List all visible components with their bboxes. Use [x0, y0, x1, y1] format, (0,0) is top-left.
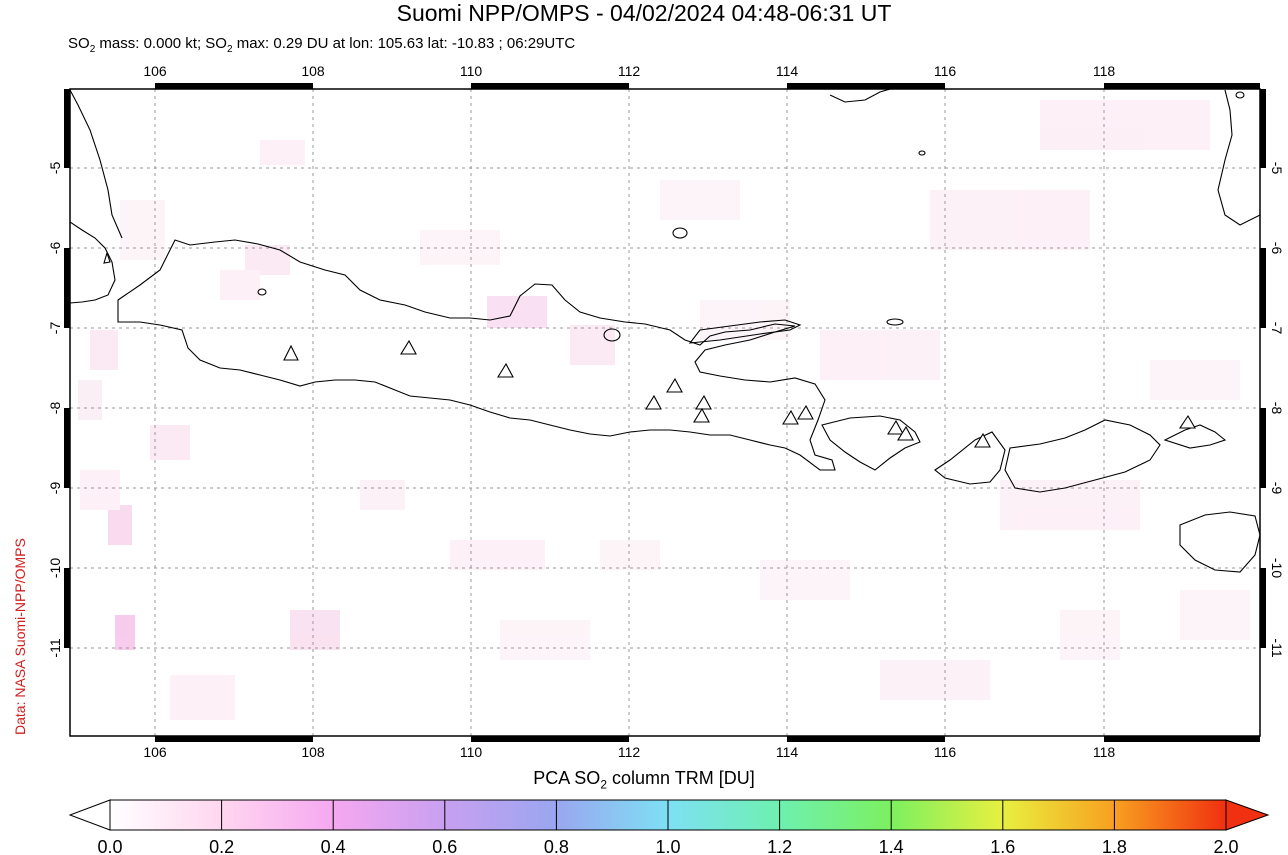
volcano-icon	[887, 419, 904, 435]
volcano-icon	[103, 251, 111, 264]
colorbar-tick-label: 1.2	[767, 837, 792, 855]
subtitle-so-prefix: SO	[68, 35, 90, 52]
lat-tick-label: -6	[47, 242, 63, 255]
colorbar-tick-label: 1.6	[990, 837, 1015, 855]
colorbar-tick-label: 1.0	[655, 837, 680, 855]
volcano-icon	[695, 394, 712, 410]
colorbar-tick-label: 0.0	[97, 837, 122, 855]
lon-tick-label: 106	[143, 744, 167, 760]
colorbar-title-prefix: PCA SO	[533, 768, 601, 788]
lat-tick-label: -10	[1269, 558, 1285, 578]
map-title: Suomi NPP/OMPS - 04/02/2024 04:48-06:31 …	[396, 0, 892, 26]
lat-tick-label: -6	[1269, 242, 1285, 255]
colorbar-tick-label: 1.4	[879, 837, 904, 855]
lon-tick-label: 118	[1093, 744, 1116, 760]
lon-tick-label: 114	[776, 744, 799, 760]
colorbar-tick-label: 0.6	[432, 837, 457, 855]
lon-ticks-bottom: 106 108 110 112 114 116 118	[143, 744, 1115, 760]
lon-ticks-top: 106 108 110 112 114 116 118	[143, 63, 1115, 79]
lon-tick-label: 106	[143, 63, 167, 79]
so2-pixels	[78, 100, 1250, 720]
lat-tick-label: -7	[47, 322, 63, 335]
lon-tick-label: 110	[460, 744, 483, 760]
lon-tick-label: 116	[934, 744, 957, 760]
colorbar-tick-label: 2.0	[1213, 837, 1238, 855]
subtitle-sub: 2	[89, 44, 96, 55]
lat-tick-label: -5	[1269, 162, 1285, 175]
lat-tick-label: -10	[47, 558, 63, 578]
volcano-icon	[974, 432, 991, 448]
lon-tick-label: 108	[301, 744, 325, 760]
volcano-icon	[797, 404, 814, 420]
colorbar-title-suffix: column TRM [DU]	[607, 768, 755, 788]
lat-tick-label: -11	[1269, 638, 1285, 657]
lat-tick-label: -8	[1269, 402, 1285, 415]
lat-ticks-right: -5 -6 -7 -8 -9 -10 -11	[1269, 162, 1285, 658]
map-frame-bars	[64, 83, 1266, 742]
lon-tick-label: 114	[776, 63, 799, 79]
volcano-icon	[1178, 414, 1196, 429]
lon-tick-label: 116	[934, 63, 957, 79]
lon-tick-label: 112	[618, 744, 641, 760]
volcano-icon	[645, 394, 662, 410]
colorbar-title: PCA SO2 column TRM [DU]	[0, 768, 1288, 792]
volcano-icon	[782, 409, 799, 425]
colorbar-max-arrow	[1225, 799, 1270, 831]
lon-tick-label: 112	[618, 63, 641, 79]
lat-ticks-left: -5 -6 -7 -8 -9 -10 -11	[47, 162, 63, 658]
volcano-icon	[666, 377, 683, 393]
colorbar-tick-label: 1.8	[1102, 837, 1127, 855]
volcano-icon	[897, 425, 914, 441]
lat-tick-label: -9	[47, 482, 63, 495]
lon-tick-label: 108	[301, 63, 325, 79]
volcano-icon	[497, 362, 514, 378]
lon-tick-label: 118	[1093, 63, 1116, 79]
colorbar-min-arrow	[68, 799, 111, 831]
lat-tick-label: -11	[47, 638, 63, 657]
lat-tick-label: -7	[1269, 322, 1285, 335]
colorbar-title-sub: 2	[600, 777, 607, 792]
colorbar-tick-labels: 0.0 0.2 0.4 0.6 0.8 1.0 1.2 1.4 1.6 1.8 …	[97, 837, 1238, 855]
map-subtitle: SO2 mass: 0.000 kt; SO2 max: 0.29 DU at …	[68, 35, 575, 59]
colorbar-tickmarks	[221, 800, 1115, 830]
volcano-icon	[693, 407, 710, 423]
volcano-icon	[283, 344, 299, 361]
lon-tick-label: 110	[460, 63, 483, 79]
volcano-markers	[103, 251, 1196, 448]
volcano-icon	[400, 339, 417, 355]
coastlines	[70, 89, 1260, 573]
subtitle-sub2: 2	[226, 44, 233, 55]
graticule	[70, 89, 1260, 736]
lat-tick-label: -8	[47, 402, 63, 415]
map-panel: 106 108 110 112 114 116 118 106 108 110 …	[47, 63, 1285, 760]
lat-tick-label: -5	[47, 162, 63, 175]
subtitle-mass: mass: 0.000 kt; SO	[95, 35, 227, 52]
subtitle-max: max: 0.29 DU at lon: 105.63 lat: -10.83 …	[232, 35, 576, 52]
colorbar-tick-label: 0.4	[321, 837, 346, 855]
lat-tick-label: -9	[1269, 482, 1285, 495]
colorbar-tick-label: 0.8	[544, 837, 569, 855]
colorbar-tick-label: 0.2	[209, 837, 234, 855]
